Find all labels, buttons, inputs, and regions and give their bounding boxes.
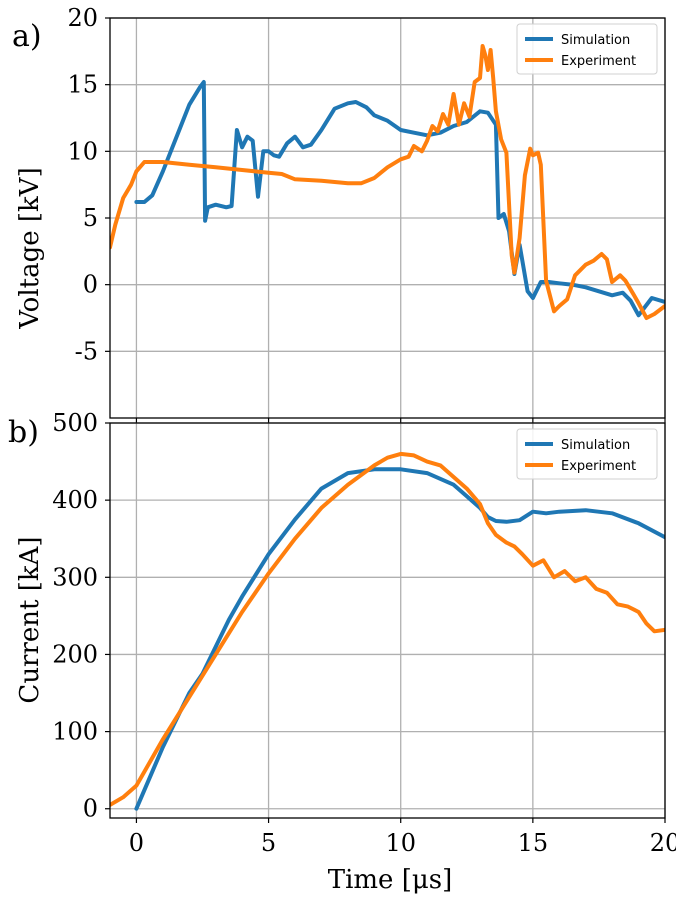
x-tick-label: 5: [261, 829, 276, 857]
voltage-y-axis-label: Voltage [kV]: [15, 167, 45, 329]
x-tick-label: 0: [129, 829, 144, 857]
current-y-axis-label: Current [kA]: [15, 536, 45, 703]
voltage-ticks: -5 0 5 10 15 20: [67, 4, 666, 423]
y-tick-label: 0: [83, 795, 98, 823]
current-axes-frame: [109, 422, 666, 819]
y-tick-label: -5: [75, 337, 98, 365]
current-plot-area: [110, 423, 665, 818]
series-line-simulation: [134, 80, 665, 318]
x-tick-label: 20: [650, 829, 676, 857]
y-tick-label: 10: [67, 137, 98, 165]
legend-label-experiment: Experiment: [561, 54, 636, 69]
y-tick-label: 500: [52, 409, 98, 437]
legend-label-simulation: Simulation: [561, 33, 630, 48]
y-tick-label: 5: [83, 204, 98, 232]
voltage-legend: Simulation Experiment: [516, 23, 658, 75]
series-line-experiment: [110, 451, 665, 807]
panel-label-b: b): [8, 415, 39, 450]
legend-label-simulation: Simulation: [561, 438, 630, 453]
voltage-series: [110, 44, 665, 320]
y-tick-label: 400: [52, 486, 98, 514]
voltage-panel: -5 0 5 10 15 20 a) Voltage [kV] Simulation Exp…: [12, 4, 666, 423]
current-series: [110, 451, 665, 811]
y-tick-label: 100: [52, 718, 98, 746]
y-tick-label: 200: [52, 640, 98, 668]
x-tick-label: 15: [518, 829, 549, 857]
current-legend: Simulation Experiment: [516, 428, 658, 480]
legend-label-experiment: Experiment: [561, 459, 636, 474]
current-panel: 0 100 200 300 400 500 0 5 10 15 20 b) Current [kA]…: [8, 409, 676, 895]
series-line-experiment: [110, 44, 665, 320]
y-tick-label: 300: [52, 563, 98, 591]
y-tick-label: 0: [83, 271, 98, 299]
y-tick-label: 20: [67, 4, 98, 32]
current-ticks: 0 100 200 300 400 500 0 5 10 15 20: [52, 409, 676, 857]
time-x-axis-label: Time [μs]: [328, 865, 453, 895]
y-tick-label: 15: [67, 71, 98, 99]
x-tick-label: 10: [385, 829, 416, 857]
panel-label-a: a): [12, 19, 42, 54]
